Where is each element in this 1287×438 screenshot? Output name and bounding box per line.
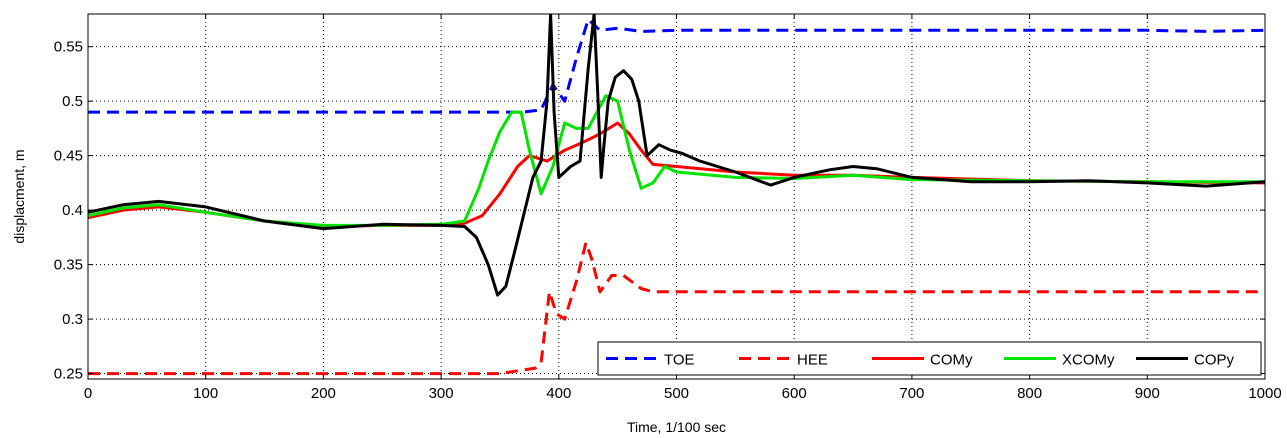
y-tick-label: 0.45: [54, 148, 83, 165]
legend: TOE HEE COMy XCOMy COPy: [597, 341, 1262, 376]
y-tick-label: 0.3: [62, 311, 83, 328]
x-tick-label: 1000: [1248, 385, 1281, 402]
x-tick-label: 400: [546, 385, 571, 402]
axis-ticks: 0 100 200 300 400 500 600 700 800 900 1000 0.25 0.3 0…: [54, 14, 1282, 402]
y-tick-label: 0.35: [54, 257, 83, 274]
y-tick-label: 0.25: [54, 366, 83, 383]
x-tick-label: 500: [664, 385, 689, 402]
legend-label-copy: COPy: [1194, 352, 1235, 369]
legend-label-hee: HEE: [797, 352, 828, 369]
legend-label-comy: COMy: [930, 352, 973, 369]
legend-label-xcomy: XCOMy: [1062, 352, 1115, 369]
x-tick-label: 0: [84, 385, 92, 402]
series-lines: [88, 14, 1265, 376]
legend-label-toe: TOE: [664, 352, 695, 369]
x-tick-label: 100: [193, 385, 218, 402]
series-line-hee: [88, 241, 1265, 376]
y-tick-label: 0.55: [54, 39, 83, 56]
x-tick-label: 800: [1017, 385, 1042, 402]
x-tick-label: 900: [1135, 385, 1160, 402]
x-axis-label: Time, 1/100 sec: [627, 419, 726, 435]
y-axis-label: displacment, m: [11, 149, 27, 243]
y-tick-label: 0.4: [62, 202, 83, 219]
x-tick-label: 700: [899, 385, 924, 402]
y-tick-label: 0.5: [62, 93, 83, 110]
x-tick-label: 600: [782, 385, 807, 402]
series-line-copy: [88, 14, 1265, 297]
x-tick-label: 200: [311, 385, 336, 402]
plot-area: [88, 14, 1265, 379]
x-tick-label: 300: [429, 385, 454, 402]
